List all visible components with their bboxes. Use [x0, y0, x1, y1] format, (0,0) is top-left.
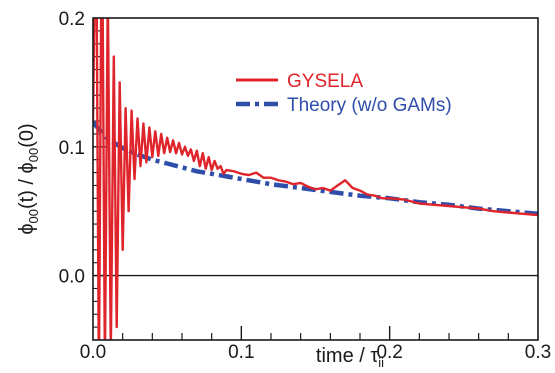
x-axis-label: time / τii — [316, 345, 384, 368]
y-tick-label-0: 0.0 — [59, 267, 85, 288]
x-tick-label-3: 0.3 — [525, 342, 551, 363]
y-axis-label: ϕ00(t) / ϕ00(0) — [16, 123, 41, 234]
x-tick-label-2: 0.2 — [376, 342, 402, 363]
legend: GYSELA Theory (w/o GAMs) — [236, 71, 452, 116]
series-group — [93, 18, 538, 340]
y-axis-label-end: (0) — [16, 123, 38, 147]
y-axis-label-sub2: 00 — [26, 148, 41, 162]
y-axis-label-phi1: ϕ — [16, 223, 38, 234]
legend-label-gysela: GYSELA — [287, 71, 363, 92]
x-tick-label-0: 0.0 — [80, 342, 106, 363]
x-axis-label-main: time / τ — [316, 345, 378, 367]
x-tick-label-1: 0.1 — [228, 342, 254, 363]
x-axis-label-sub: ii — [378, 355, 384, 368]
plot-frame — [92, 17, 539, 341]
y-tick-label-1: 0.1 — [59, 138, 85, 159]
series-gysela-line — [93, 18, 538, 340]
y-tick-label-2: 0.2 — [59, 9, 85, 30]
tick-labels: 0.0 0.1 0.2 0.3 0.0 0.1 0.2 — [59, 9, 552, 363]
series-theory-line — [93, 120, 538, 217]
y-axis-label-sub1: 00 — [26, 209, 41, 223]
y-axis-label-mid: (t) / ϕ — [16, 162, 38, 209]
legend-label-theory: Theory (w/o GAMs) — [287, 95, 452, 116]
